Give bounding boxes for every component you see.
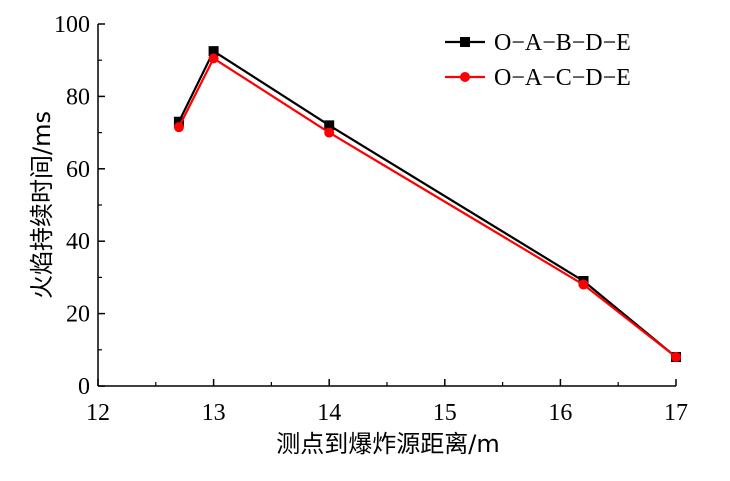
series-1 (173, 46, 681, 363)
x-tick-label: 14 (317, 400, 341, 426)
series-line (177, 50, 677, 358)
plot-area (173, 46, 681, 363)
data-point-circle (671, 352, 681, 363)
x-tick-label: 15 (433, 400, 457, 426)
y-tick-label: 60 (66, 157, 90, 183)
x-axis-label: 测点到爆炸源距离/m (276, 430, 499, 458)
legend-label: O−A−C−D−E (494, 65, 631, 91)
x-tick-label: 13 (202, 400, 226, 426)
y-axis-label: 火焰持续时间/ms (28, 111, 56, 299)
axes: 12 13 14 15 16 17 0 20 40 60 80 100 (54, 12, 688, 426)
legend-item: O−A−C−D−E (445, 65, 631, 91)
y-axis-ticks: 0 20 40 60 80 100 (54, 12, 105, 400)
data-point-square (208, 46, 219, 57)
data-point-circle (324, 127, 335, 138)
legend-label: O−A−B−D−E (494, 30, 631, 56)
legend: O−A−B−D−E O−A−C−D−E (445, 30, 631, 91)
x-tick-label: 17 (664, 400, 688, 426)
y-tick-label: 80 (66, 84, 90, 110)
series-line (177, 57, 677, 358)
x-tick-label: 16 (548, 400, 572, 426)
legend-marker-square (460, 37, 470, 47)
y-tick-label: 100 (54, 12, 90, 38)
y-tick-label: 0 (78, 374, 90, 400)
x-tick-label: 12 (86, 400, 110, 426)
y-tick-label: 20 (66, 302, 90, 328)
series-2 (173, 53, 681, 363)
data-point-square (173, 116, 184, 127)
legend-item: O−A−B−D−E (445, 30, 631, 56)
data-point-circle (578, 279, 589, 290)
data-point-square (324, 120, 335, 131)
legend-marker-circle (460, 72, 470, 82)
y-tick-label: 40 (66, 229, 90, 255)
x-axis-ticks: 12 13 14 15 16 17 (86, 379, 688, 426)
data-point-circle (208, 53, 219, 64)
data-point-circle (173, 122, 184, 133)
